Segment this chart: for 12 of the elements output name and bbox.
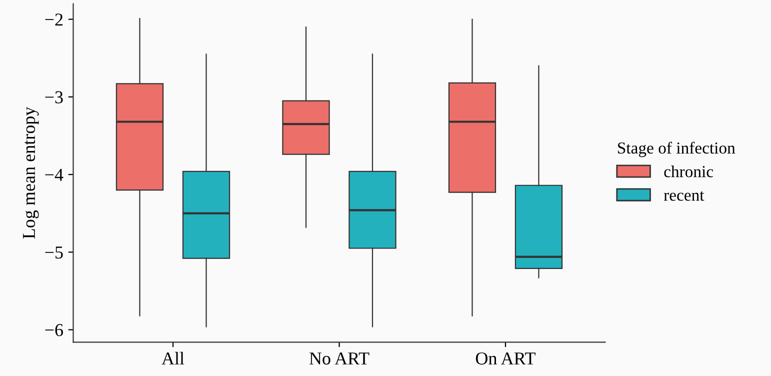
legend-label: chronic <box>664 166 714 178</box>
y-tick-label: −6 <box>45 324 63 336</box>
y-tick-label: −2 <box>45 14 63 26</box>
legend-label: recent <box>664 191 704 201</box>
y-tick-label: −3 <box>45 91 63 104</box>
x-tick-label: No ART <box>309 352 370 365</box>
y-tick-label: −4 <box>45 168 64 181</box>
x-tick-label: On ART <box>476 352 536 365</box>
y-axis-title: Log mean entropy <box>23 106 39 239</box>
y-tick-label: −5 <box>45 246 63 259</box>
x-tick-label: All <box>162 352 184 364</box>
legend-title: Stage of infection <box>618 142 736 158</box>
